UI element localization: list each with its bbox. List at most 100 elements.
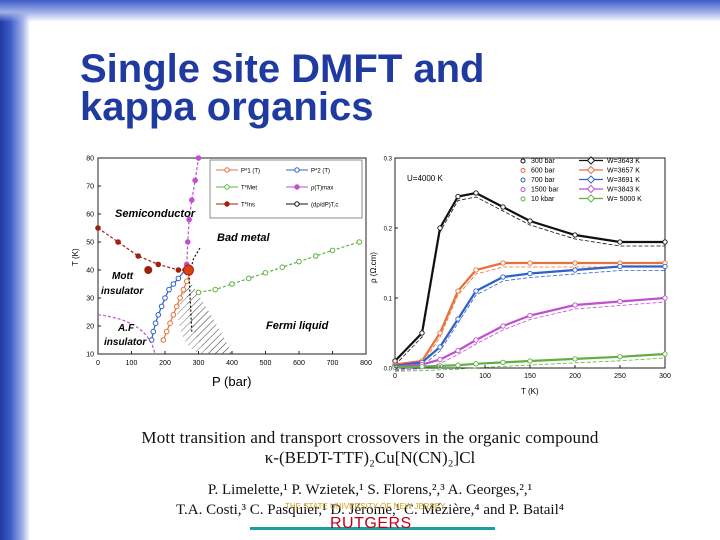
- left-data-point: [189, 197, 195, 203]
- right-x-tick-label: 250: [614, 373, 626, 380]
- right-legend-label: W=3843 K: [607, 187, 640, 194]
- right-data-point: [500, 323, 506, 329]
- right-x-tick-label: 200: [569, 373, 581, 380]
- resistivity-figure: 0 50 100 150 200 250 300 0.0 0.1 0.2 0.3 300 bar 60…: [369, 156, 671, 396]
- left-data-point: [95, 225, 101, 231]
- right-data-point: [662, 263, 668, 270]
- footer-rutgers-logo: RUTGERS: [330, 515, 412, 532]
- left-data-point: [166, 286, 172, 293]
- left-legend: P*1 (T) P*2 (T) T*Met ρ(T)max T*Ins (dρ/dP)T,…: [209, 159, 363, 219]
- right-data-point: [527, 358, 533, 364]
- left-series-line: [97, 227, 189, 271]
- right-series-dmft-line: [394, 266, 665, 369]
- paper-header: Mott transition and transport crossovers…: [50, 428, 690, 520]
- left-data-point: [162, 295, 168, 301]
- left-data-point: [167, 320, 173, 326]
- paper-authors-line2: T.A. Costi,³ C. Pasquier,¹ D. Jérome,¹ C…: [175, 502, 564, 518]
- right-legend-marker: [520, 187, 526, 192]
- annotation-bad-metal: Bad metal: [217, 232, 271, 244]
- left-data-point: [175, 267, 182, 273]
- left-y-tick-label: 50: [86, 240, 94, 247]
- right-legend-marker: [586, 165, 596, 175]
- tins-endpoint-marker: [144, 266, 153, 274]
- right-data-point: [572, 267, 578, 273]
- left-legend-marker: [224, 167, 230, 173]
- left-gradient-band: [0, 0, 30, 540]
- right-legend-label: 600 bar: [531, 168, 555, 175]
- right-x-tick-label: 100: [479, 373, 491, 380]
- slide-title-line1: Single site DMFT and: [80, 47, 485, 91]
- right-data-point: [500, 204, 506, 210]
- right-x-tick-label: 300: [659, 373, 671, 380]
- right-data-point: [455, 193, 461, 200]
- right-series-line: [394, 265, 665, 367]
- right-legend: 300 bar 600 bar 700 bar 1500 bar 10 kbar W=36…: [520, 156, 642, 203]
- left-legend-marker: [224, 184, 230, 190]
- left-data-point: [279, 264, 286, 270]
- left-data-point: [158, 303, 165, 310]
- right-legend-label: 700 bar: [531, 177, 555, 184]
- left-y-tick-label: 30: [86, 296, 94, 303]
- left-data-point: [155, 261, 162, 268]
- left-x-tick-label: 400: [226, 360, 238, 367]
- right-legend-marker: [520, 168, 526, 173]
- right-legend-marker: [520, 158, 526, 164]
- left-data-point: [160, 337, 167, 343]
- right-data-point: [572, 356, 578, 362]
- paper-authors-line1: P. Limelette,¹ P. Wzietek,¹ S. Florens,²…: [207, 482, 533, 498]
- right-x-tick-label: 150: [524, 373, 536, 380]
- left-data-point: [163, 328, 170, 335]
- right-series-dmft-line: [394, 357, 666, 372]
- right-data-point: [572, 260, 578, 266]
- right-data-point: [455, 362, 461, 368]
- right-legend-label: 300 bar: [531, 158, 555, 165]
- right-legend-marker: [586, 175, 596, 184]
- left-y-tick-label: 60: [86, 212, 94, 219]
- left-data-point: [177, 295, 183, 301]
- left-x-tick-label: 300: [193, 360, 205, 367]
- right-data-point: [473, 361, 479, 367]
- footer-university: THE STATE UNIVERSITY OF NEW JERSEY: [285, 502, 446, 511]
- right-data-point: [617, 298, 623, 305]
- right-series-line: [394, 352, 666, 369]
- inset-label-u: U=4000 K: [407, 174, 443, 183]
- left-data-point: [180, 286, 187, 293]
- annotation-fermi-liquid: Fermi liquid: [266, 320, 329, 332]
- left-y-tick-label: 70: [86, 184, 94, 191]
- right-series-line: [394, 191, 665, 362]
- paper-authors: P. Limelette,¹ P. Wzietek,¹ S. Florens,²…: [50, 480, 690, 520]
- right-data-point: [437, 344, 443, 350]
- left-data-point: [262, 270, 269, 276]
- paper-title-line1: Mott transition and transport crossovers…: [141, 428, 599, 447]
- left-data-point: [183, 278, 190, 284]
- right-legend-marker: [520, 177, 526, 183]
- footer-divider: [250, 527, 495, 530]
- right-data-point: [419, 363, 425, 370]
- left-x-tick-label: 600: [293, 360, 305, 367]
- left-series-line: [151, 269, 186, 341]
- left-data-point: [170, 312, 177, 318]
- right-y-tick-label: 0.0: [384, 367, 393, 373]
- left-data-point: [170, 281, 177, 287]
- left-data-point: [312, 253, 319, 259]
- left-legend-label: ρ(T)max: [311, 186, 333, 192]
- left-legend-label: P*1 (T): [241, 169, 260, 175]
- phase-diagram-figure: 0 100 200 300 400 500 600 700 800 10 20 30 40 50 60 70 8…: [71, 155, 372, 389]
- annotation-af-2: insulator: [104, 337, 147, 348]
- left-y-tick-label: 40: [86, 268, 94, 275]
- left-data-point: [195, 155, 202, 161]
- right-data-point: [500, 260, 506, 266]
- right-legend-label: 1500 bar: [531, 187, 559, 194]
- right-series-dmft-line: [394, 270, 665, 371]
- right-data-point: [527, 312, 533, 319]
- right-y-tick-label: 0.3: [384, 157, 393, 163]
- left-data-point: [195, 289, 202, 296]
- right-data-point: [473, 337, 479, 343]
- right-y-label: ρ (Ω.cm): [369, 252, 378, 283]
- right-data-point: [473, 267, 479, 273]
- right-data-point: [500, 274, 506, 280]
- right-legend-label: 10 kbar: [531, 196, 555, 203]
- left-data-point: [229, 281, 235, 287]
- right-legend-label: W= 5000 K: [607, 196, 642, 203]
- right-data-point: [662, 351, 668, 357]
